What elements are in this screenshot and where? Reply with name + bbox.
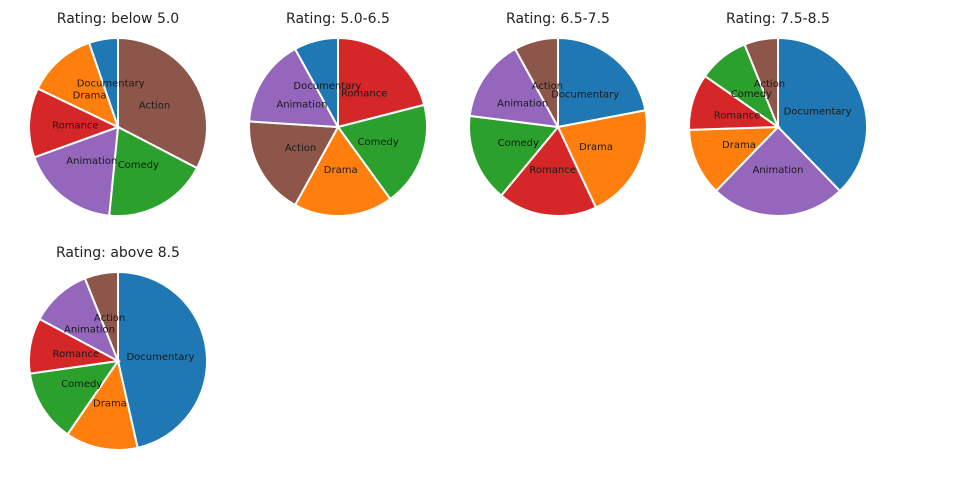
pie-slice-drama[interactable]: [556, 109, 648, 209]
pie-slice-comedy[interactable]: [336, 103, 428, 201]
slice-label-comedy: Comedy: [61, 379, 102, 390]
slice-label-action: Action: [139, 100, 170, 111]
pie-slice-action[interactable]: [83, 270, 119, 362]
pie-slice-drama[interactable]: [66, 358, 139, 451]
pie-slice-action[interactable]: [117, 36, 208, 170]
pie-slice-animation[interactable]: [468, 47, 560, 129]
slice-label-comedy: Comedy: [118, 160, 159, 171]
pie-slice-animation[interactable]: [248, 47, 340, 129]
pie-slice-romance[interactable]: [28, 87, 121, 159]
pie-slice-animation[interactable]: [714, 125, 842, 217]
slice-label-comedy: Comedy: [358, 137, 399, 148]
pie-chart-3: Rating: 6.5-7.5 Documentary Drama Romance Co…: [468, 11, 648, 217]
pie-title: Rating: 7.5-8.5: [726, 11, 830, 27]
pie-slice-comedy[interactable]: [468, 114, 560, 197]
pie-slice-drama[interactable]: [688, 125, 781, 193]
slice-label-action: Action: [754, 79, 785, 90]
slice-label-romance: Romance: [529, 165, 575, 176]
pie-slice-documentary[interactable]: [293, 36, 339, 128]
pie-title: Rating: 6.5-7.5: [506, 11, 610, 27]
pie-chart-4: Rating: 7.5-8.5 Documentary Animation Drama…: [688, 11, 868, 217]
slice-label-romance: Romance: [714, 110, 760, 121]
slice-label-documentary: Documentary: [126, 352, 194, 363]
slice-label-documentary: Documentary: [293, 81, 361, 92]
pie-title: Rating: below 5.0: [57, 11, 179, 27]
pie-slice-drama[interactable]: [293, 125, 392, 217]
pie-slice-documentary[interactable]: [557, 36, 647, 129]
pie-slice-action[interactable]: [743, 36, 779, 128]
slice-label-romance: Romance: [341, 89, 387, 100]
slice-label-animation: Animation: [276, 100, 327, 111]
pie-slice-animation[interactable]: [33, 125, 120, 217]
slice-label-drama: Drama: [73, 91, 107, 102]
pie-slice-documentary[interactable]: [117, 270, 208, 450]
slice-label-documentary: Documentary: [77, 79, 145, 90]
pie-slice-comedy[interactable]: [108, 125, 199, 217]
pie-slice-documentary[interactable]: [87, 36, 119, 128]
pie-slice-documentary[interactable]: [777, 36, 868, 193]
pie-title: Rating: 5.0-6.5: [286, 11, 390, 27]
slice-label-documentary: Documentary: [784, 106, 852, 117]
slice-label-comedy: Comedy: [498, 138, 539, 149]
slice-label-documentary: Documentary: [551, 90, 619, 101]
slice-label-romance: Romance: [52, 120, 98, 131]
pie-slice-action[interactable]: [248, 120, 340, 207]
slice-label-drama: Drama: [93, 398, 127, 409]
pie-slice-action[interactable]: [513, 36, 559, 128]
slice-label-drama: Drama: [579, 142, 613, 153]
slice-label-comedy: Comedy: [731, 89, 772, 100]
pie-title: Rating: above 8.5: [56, 245, 180, 261]
slice-label-action: Action: [285, 143, 316, 154]
pie-chart-2: Rating: 5.0-6.5 Romance Comedy Drama Action A…: [248, 11, 428, 217]
slice-label-drama: Drama: [722, 140, 756, 151]
pie-slice-romance[interactable]: [499, 125, 598, 217]
pie-chart-5: Rating: above 8.5 Documentary Drama Comedy R…: [28, 245, 208, 451]
slice-label-animation: Animation: [497, 98, 548, 109]
slice-label-animation: Animation: [753, 165, 804, 176]
slice-label-drama: Drama: [324, 165, 358, 176]
slice-label-romance: Romance: [53, 349, 99, 360]
slice-label-animation: Animation: [66, 156, 117, 167]
pie-slice-comedy[interactable]: [28, 359, 121, 436]
slice-label-action: Action: [532, 81, 563, 92]
pie-slice-drama[interactable]: [36, 41, 120, 129]
pie-slice-romance[interactable]: [337, 36, 426, 129]
slice-label-action: Action: [94, 313, 125, 324]
slice-label-animation: Animation: [64, 325, 115, 336]
